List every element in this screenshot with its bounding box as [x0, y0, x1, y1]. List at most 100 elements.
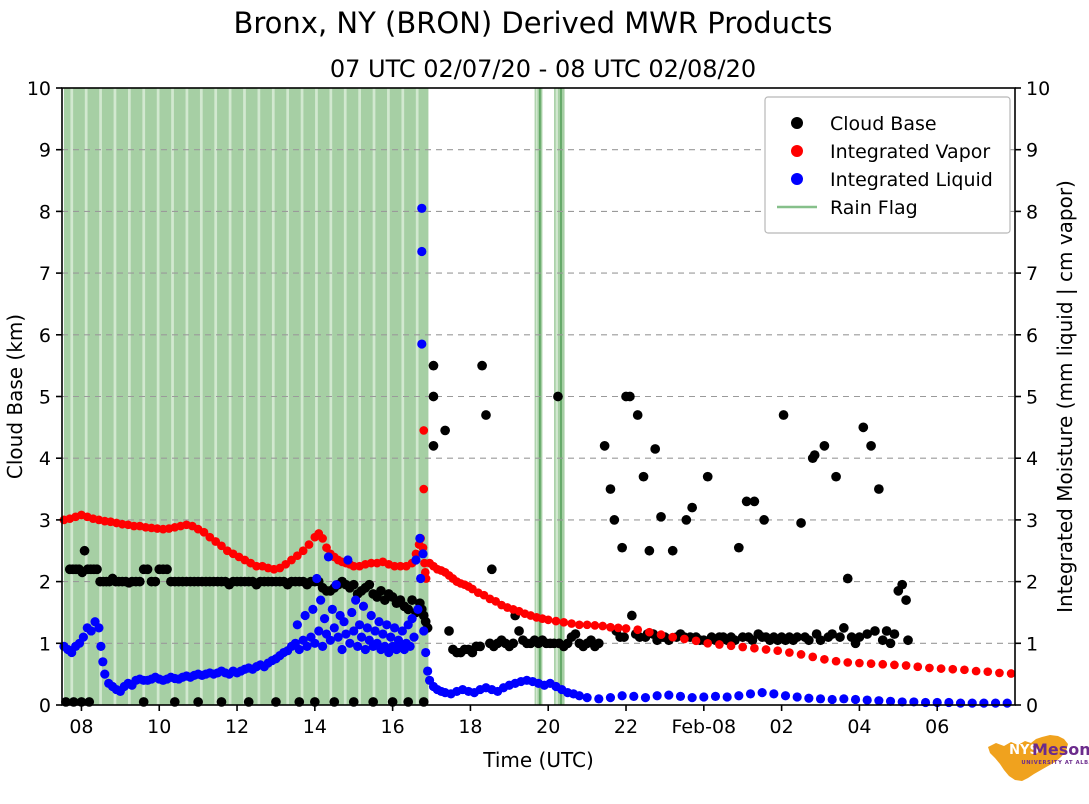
data-point — [382, 620, 392, 630]
data-point — [804, 693, 814, 703]
y-axis-left-label: Cloud Base (km) — [3, 314, 27, 479]
data-point — [319, 614, 330, 624]
data-point — [971, 666, 981, 676]
data-point — [645, 627, 654, 637]
data-point — [925, 663, 934, 673]
x-tick-label: 16 — [381, 716, 405, 738]
data-point — [403, 604, 414, 615]
data-point — [440, 425, 450, 436]
data-point — [778, 410, 789, 420]
data-point — [691, 636, 701, 646]
data-point — [96, 641, 106, 651]
data-point — [409, 632, 419, 642]
data-point — [638, 471, 649, 482]
data-point — [667, 545, 678, 556]
data-point — [598, 621, 608, 631]
y-left-tick-label: 1 — [39, 633, 51, 655]
y-right-tick-label: 6 — [1026, 325, 1038, 347]
y-left-tick-label: 10 — [27, 78, 51, 100]
data-point — [331, 580, 341, 590]
data-point — [955, 698, 966, 708]
legend[interactable]: Cloud Base Integrated Vapor Integrated Liq… — [764, 96, 1011, 234]
legend-item-cloud-base[interactable]: Cloud Base — [791, 113, 937, 135]
legend-item-integrated-liquid[interactable]: Integrated Liquid — [791, 169, 993, 191]
data-point — [428, 441, 439, 451]
y-left-tick-label: 3 — [39, 510, 51, 532]
data-point — [819, 441, 830, 451]
data-point — [428, 360, 439, 371]
data-point — [574, 620, 584, 630]
data-point — [780, 691, 791, 701]
legend-item-integrated-vapor[interactable]: Integrated Vapor — [791, 141, 990, 163]
data-point — [364, 579, 375, 590]
data-point — [559, 617, 569, 627]
rain-flag-stripe — [387, 88, 390, 705]
y-axis-right-ticks: 0 1 2 3 4 5 6 7 8 9 10 — [1015, 78, 1050, 717]
data-point — [310, 638, 320, 648]
data-point — [411, 555, 421, 565]
rain-flag-stripe — [113, 88, 117, 705]
data-point — [629, 691, 639, 701]
data-point — [316, 595, 326, 605]
legend-item-rain-flag[interactable]: Rain Flag — [777, 197, 918, 219]
y-left-tick-label: 2 — [39, 572, 51, 594]
data-point — [594, 694, 604, 704]
data-point — [803, 635, 814, 646]
data-point — [347, 607, 357, 618]
data-point — [100, 669, 110, 679]
data-point — [1002, 698, 1012, 708]
data-point — [722, 692, 732, 702]
data-point — [345, 638, 355, 648]
data-point — [292, 551, 302, 561]
data-point — [405, 641, 415, 651]
data-point — [820, 654, 829, 664]
x-tick-label: 12 — [225, 716, 249, 738]
data-point — [1006, 669, 1016, 678]
data-point — [621, 624, 631, 633]
data-point — [417, 339, 427, 349]
data-point — [292, 620, 302, 630]
data-point — [397, 626, 407, 636]
data-point — [913, 662, 923, 672]
y-left-tick-label: 9 — [39, 140, 51, 162]
data-point — [486, 564, 497, 575]
data-point — [419, 426, 429, 435]
x-tick-label: 08 — [69, 716, 93, 738]
data-point — [444, 626, 454, 636]
data-point — [890, 660, 899, 670]
data-point — [835, 632, 845, 642]
data-point — [734, 691, 744, 701]
y-right-tick-label: 9 — [1026, 140, 1038, 162]
rain-flag-stripe — [243, 88, 246, 705]
data-point — [761, 645, 771, 654]
data-point — [747, 635, 758, 646]
rain-flag-stripe — [401, 88, 405, 705]
data-point — [990, 698, 1001, 708]
data-point — [86, 626, 96, 636]
x-axis-ticks: 08 10 12 14 16 18 20 22 Feb-08 02 04 06 — [69, 705, 949, 738]
page-title: Bronx, NY (BRON) Derived MWR Products — [233, 6, 832, 40]
data-point — [294, 644, 304, 655]
x-tick-label: 20 — [536, 716, 560, 738]
data-point — [341, 629, 351, 639]
data-point — [356, 632, 367, 642]
data-point — [333, 632, 343, 642]
rain-flag-stripe — [257, 88, 261, 705]
legend-label: Integrated Liquid — [830, 169, 993, 191]
data-point — [796, 518, 806, 528]
data-point — [327, 604, 337, 614]
data-point — [741, 496, 752, 507]
data-point — [94, 623, 104, 633]
data-point — [656, 511, 666, 522]
data-point — [419, 626, 429, 636]
data-point — [878, 659, 888, 669]
data-point — [759, 515, 769, 525]
data-point — [590, 621, 600, 630]
data-point — [862, 695, 872, 705]
x-tick-label: Feb-08 — [671, 716, 736, 738]
data-point — [757, 688, 767, 698]
series-cloud-base — [61, 360, 913, 707]
data-point — [796, 650, 806, 659]
data-point — [866, 659, 876, 669]
legend-dot-marker — [791, 173, 803, 185]
